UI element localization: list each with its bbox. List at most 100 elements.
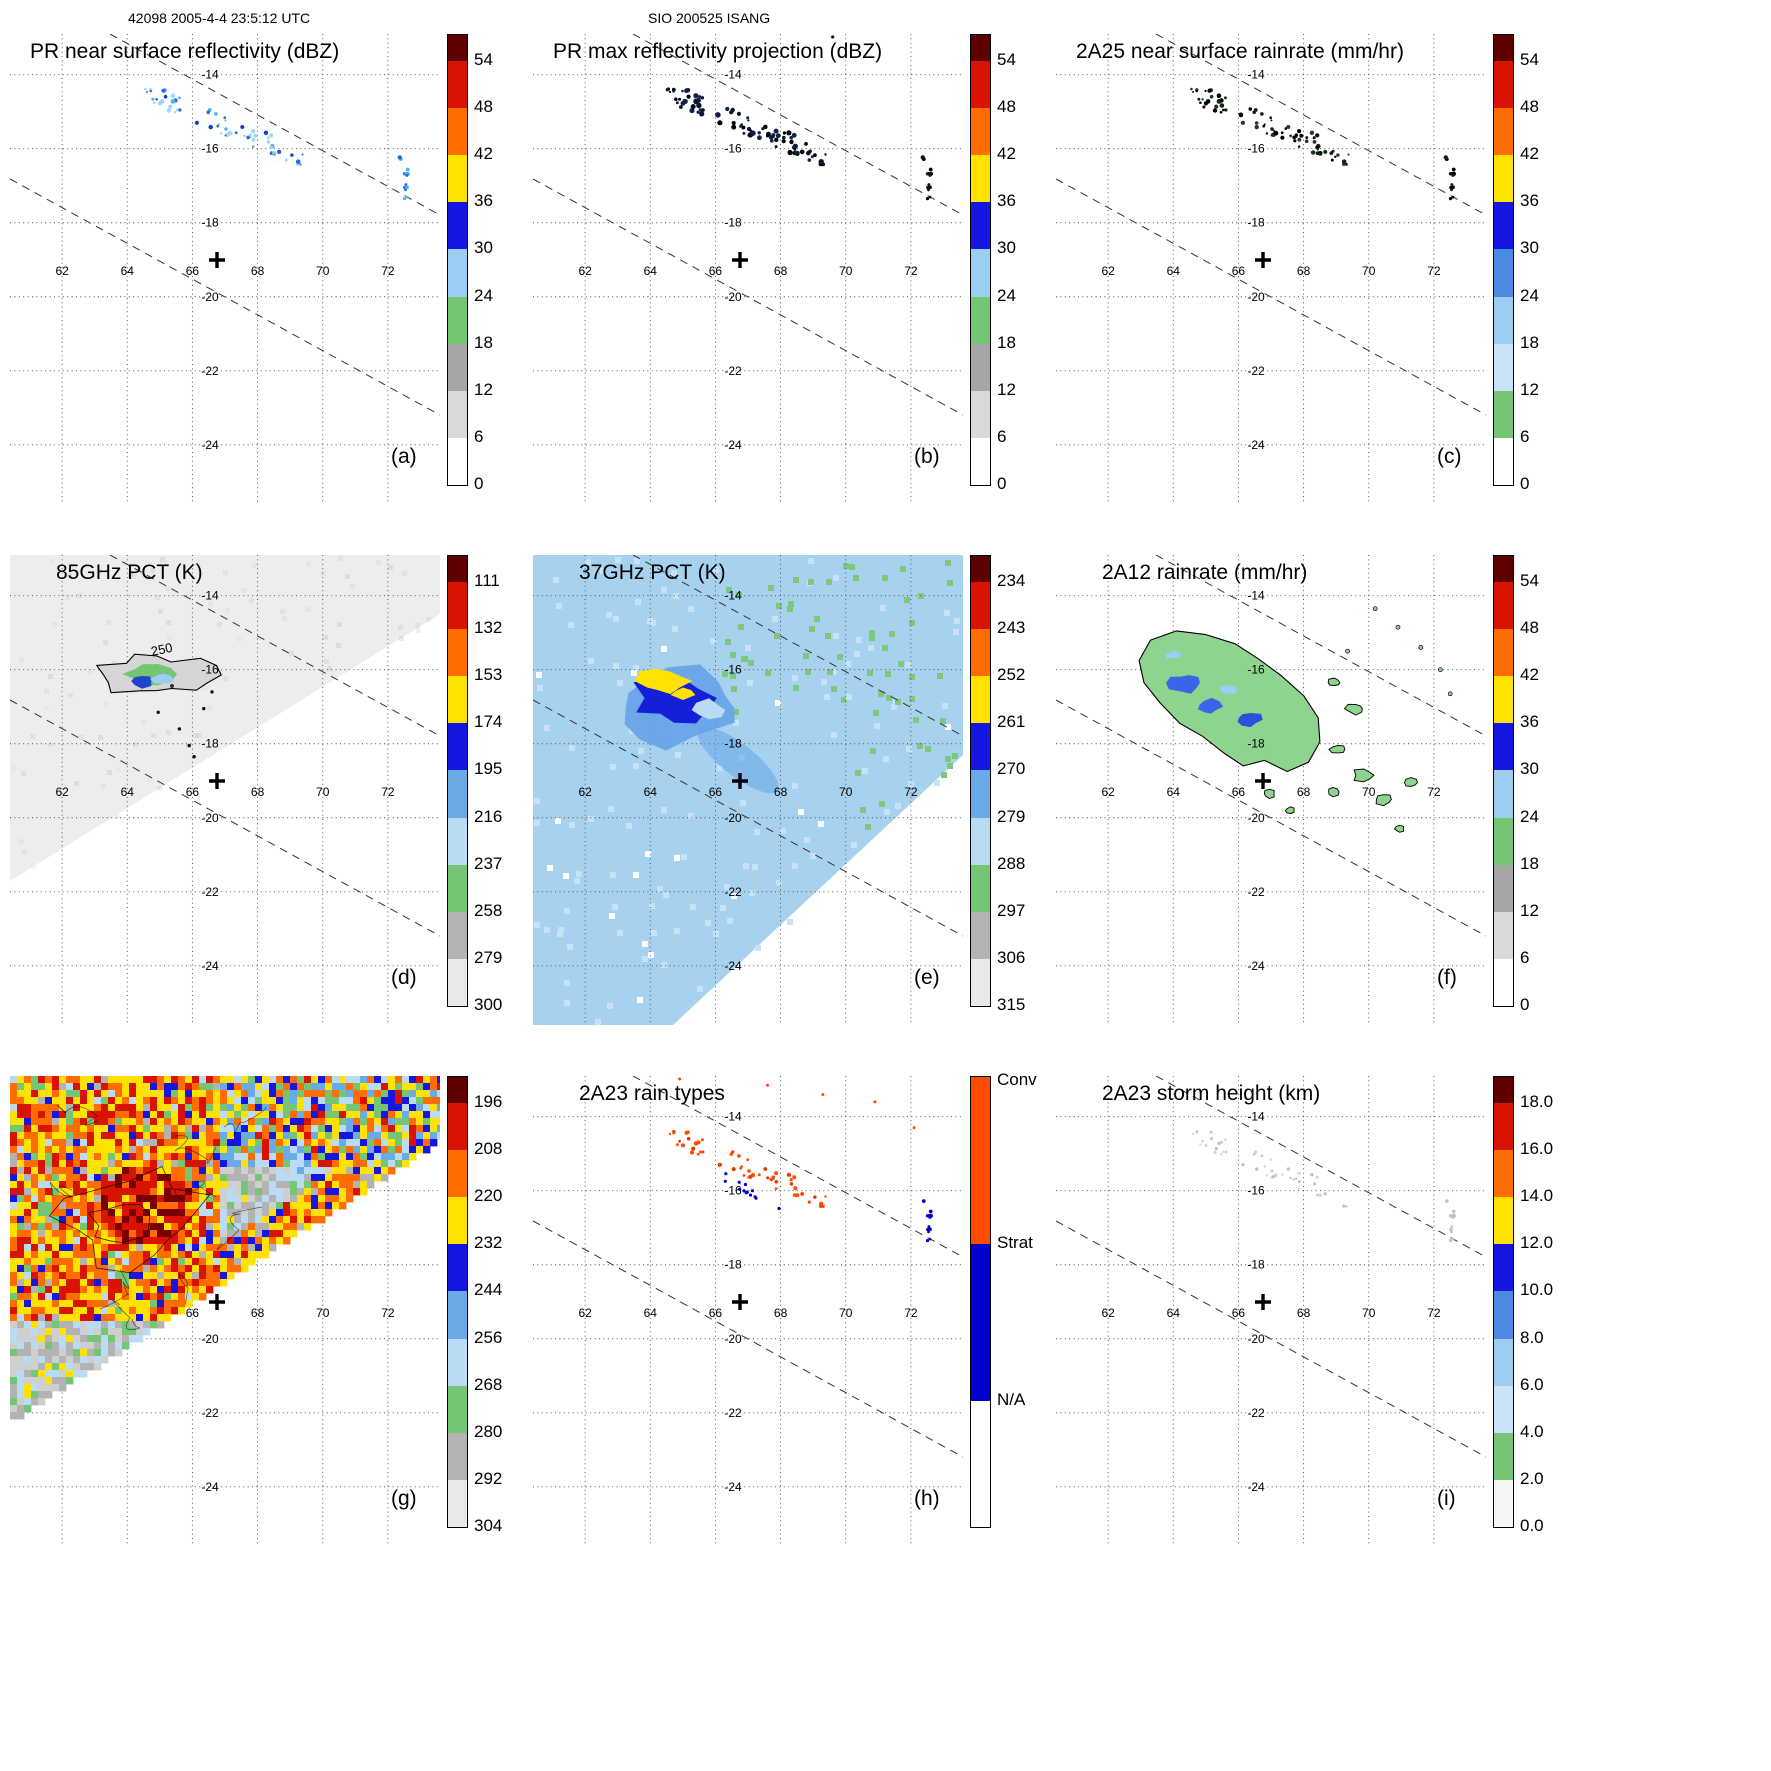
colorbar-tick-label: 0 (474, 474, 484, 493)
lon-label: 62 (55, 785, 69, 799)
grid-layer (10, 555, 440, 1025)
colorbar-tick-label: 30 (997, 238, 1016, 258)
lon-label: 66 (709, 785, 723, 799)
lat-label: -20 (724, 1332, 742, 1346)
colorbar-tick-label: 292 (474, 1468, 503, 1488)
colorbar-e: 234 243 252 261 270 279 288 297 306 315 (970, 555, 1056, 1025)
colorbar-segment (448, 108, 467, 156)
lon-label: 70 (1362, 785, 1376, 799)
colorbar-scale-h (970, 1076, 991, 1528)
colorbar-tick-label: 18 (1520, 332, 1539, 352)
colorbar-segment (1494, 202, 1513, 250)
lat-label: -22 (724, 885, 742, 899)
colorbar-tick-label: 6 (474, 426, 484, 446)
colorbar-tick-label: 153 (474, 665, 503, 685)
swath-edge-lines (533, 1076, 963, 1458)
scan-timestamp: 42098 2005-4-4 23:5:12 UTC (128, 10, 311, 26)
lon-label: 62 (578, 1306, 592, 1320)
lon-label: 62 (578, 785, 592, 799)
lon-label: 70 (839, 264, 853, 278)
lon-label: 66 (186, 1306, 200, 1320)
colorbar-tick-label: 234 (997, 571, 1026, 590)
panel-title: PR near surface reflectivity (dBZ) (30, 40, 339, 63)
colorbar-segment (971, 911, 990, 959)
reflectivity-speckles (144, 87, 304, 166)
lat-label: -16 (201, 142, 219, 156)
colorbar-tick-label: 306 (997, 947, 1026, 967)
colorbar-tick-label: 24 (474, 285, 493, 305)
lat-label: -18 (1247, 1258, 1265, 1272)
panel-b: 62 64 66 68 70 72 -14 -16 -18 -20 -22 -24 PR max ref… (533, 26, 1056, 547)
colorbar-segment (448, 1197, 467, 1245)
colorbar-segment (971, 108, 990, 156)
colorbar-segment (1494, 676, 1513, 724)
colorbar-tick-label: 48 (474, 97, 493, 117)
colorbar-tick-label: 268 (474, 1374, 503, 1394)
map-background (1056, 34, 1486, 504)
lat-label: -24 (724, 1480, 742, 1494)
map-background (10, 34, 440, 504)
location-cross-marker (209, 1294, 225, 1310)
colorbar-tick-label: 280 (474, 1421, 503, 1441)
colorbar-segment (971, 437, 990, 485)
colorbar-tick-label: 30 (1520, 238, 1539, 258)
colorbar-g: 196 208 220 232 244 256 268 280 292 304 (447, 1076, 533, 1546)
panel-title: 2A12 rainrate (mm/hr) (1102, 561, 1307, 584)
colorbar-h: Conv Strat N/A (970, 1070, 1056, 1546)
colorbar-segment (1494, 1103, 1513, 1151)
colorbar-segment (971, 202, 990, 250)
colorbar-segment (1494, 582, 1513, 630)
colorbar-segment (448, 390, 467, 438)
colorbar-tick-label: 111 (474, 571, 500, 590)
colorbar-tick-label: 279 (997, 806, 1026, 826)
lat-label: -20 (724, 811, 742, 825)
lon-label: 66 (1232, 264, 1246, 278)
lon-label: 62 (55, 264, 69, 278)
stratiform-speckles (678, 1077, 916, 1211)
colorbar-segment (448, 1338, 467, 1386)
colorbar-segment (971, 723, 990, 771)
lon-label: 68 (774, 785, 788, 799)
lon-label: 62 (1101, 785, 1115, 799)
map-background (533, 1076, 963, 1546)
swath-edge-cells (397, 155, 410, 201)
colorbar-i: 18.0 16.0 14.0 12.0 10.0 8.0 6.0 4.0 2.0 0.0 (1493, 1076, 1579, 1546)
lon-label: 64 (644, 1306, 658, 1320)
lon-label: 68 (1297, 1306, 1311, 1320)
rainrate-speckles (1190, 87, 1350, 166)
lat-label: -20 (201, 811, 219, 825)
colorbar-tick-label: 232 (474, 1233, 503, 1253)
colorbar-segment (1494, 817, 1513, 865)
lat-label: -22 (201, 364, 219, 378)
colorbar-tick-label: 18.0 (1520, 1092, 1554, 1111)
lat-label: -24 (201, 959, 219, 973)
colorbar-tick-label: 24 (997, 285, 1016, 305)
colorbar-tick-label: 270 (997, 759, 1026, 779)
colorbar-scale-c (1493, 34, 1514, 486)
lon-label: 70 (839, 1306, 853, 1320)
lat-label: -20 (1247, 290, 1265, 304)
colorbar-b: 54 48 42 36 30 24 18 12 6 0 (970, 34, 1056, 504)
colorbar-segment (971, 629, 990, 677)
panel-grid: 62 64 66 68 70 72 -14 -16 -18 -20 -22 -24 PR near su… (10, 26, 1579, 1589)
panel-title: 85GHz PCT (K) (56, 561, 203, 584)
colorbar-segment (448, 155, 467, 203)
swath-edge-cells (1444, 1199, 1456, 1243)
colorbar-segment (448, 1479, 467, 1527)
location-cross-marker (1255, 773, 1271, 789)
panel-letter: (c) (1437, 445, 1462, 468)
location-cross-marker (732, 252, 748, 268)
colorbar-tick-label: 300 (474, 995, 503, 1014)
colorbar-segment (1494, 1150, 1513, 1198)
panel-letter: (f) (1437, 966, 1457, 989)
lat-label: -22 (201, 885, 219, 899)
lon-label: 72 (904, 785, 918, 799)
colorbar-segment (971, 249, 990, 297)
colorbar-segment (448, 864, 467, 912)
colorbar-segment (448, 1385, 467, 1433)
colorbar-scale-a (447, 34, 468, 486)
panel-title: PR max reflectivity projection (dBZ) (553, 40, 882, 63)
lon-label: 66 (709, 264, 723, 278)
colorbar-segment (448, 202, 467, 250)
grid-layer (1056, 1076, 1486, 1546)
